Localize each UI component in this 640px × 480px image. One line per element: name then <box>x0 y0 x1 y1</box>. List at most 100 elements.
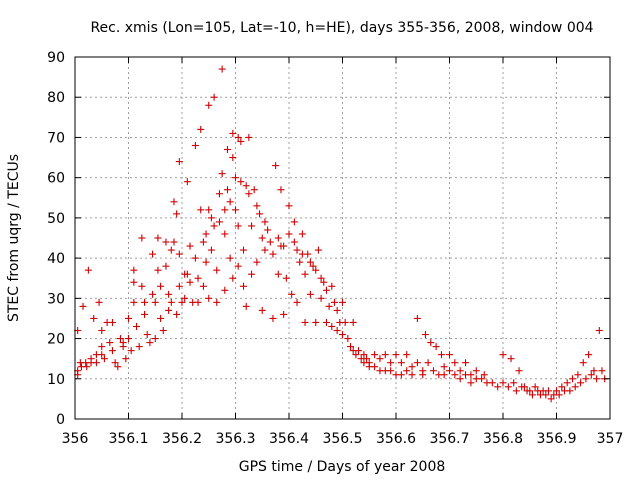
y-tick-label: 0 <box>56 412 65 428</box>
data-point <box>237 178 245 186</box>
data-point <box>141 298 149 306</box>
x-tick-label: 356.7 <box>429 431 469 447</box>
y-tick-label: 80 <box>47 90 65 106</box>
data-point <box>221 230 229 238</box>
data-point <box>256 210 264 218</box>
data-point <box>229 274 237 282</box>
data-point <box>202 230 210 238</box>
chart-title: Rec. xmis (Lon=105, Lat=-10, h=HE), days… <box>90 20 593 36</box>
data-point <box>571 383 579 391</box>
data-point <box>563 379 571 387</box>
data-point <box>341 318 349 326</box>
data-point <box>456 375 464 383</box>
data-point <box>339 298 346 306</box>
data-point <box>429 367 437 375</box>
data-point <box>553 387 560 395</box>
data-point <box>424 359 432 367</box>
data-point <box>202 258 210 266</box>
data-point <box>317 294 325 302</box>
y-tick-label: 20 <box>47 332 65 348</box>
y-tick-label: 70 <box>47 130 65 146</box>
data-point <box>301 318 309 326</box>
data-point <box>352 351 360 359</box>
data-point <box>125 314 132 322</box>
data-point <box>186 278 194 286</box>
data-point <box>285 202 293 210</box>
data-point <box>504 383 512 391</box>
data-point <box>547 395 555 403</box>
data-point <box>135 343 143 351</box>
data-point <box>191 141 199 149</box>
y-tick-label: 40 <box>47 251 65 267</box>
data-point <box>226 198 234 206</box>
data-point <box>277 186 285 194</box>
data-point <box>130 266 138 274</box>
data-point <box>427 339 435 347</box>
data-point <box>149 290 157 298</box>
data-point <box>397 371 405 379</box>
data-point <box>79 302 87 310</box>
data-point <box>226 254 234 262</box>
y-tick-label: 50 <box>47 211 65 227</box>
data-point <box>403 367 411 375</box>
data-point <box>290 238 298 246</box>
data-point <box>387 359 395 367</box>
data-point <box>248 270 256 278</box>
data-point <box>555 391 563 399</box>
y-axis-label: STEC from uqrg / TECUs <box>6 154 22 322</box>
data-point <box>165 306 173 314</box>
data-point <box>387 367 395 375</box>
data-point <box>207 214 215 222</box>
data-point <box>531 383 539 391</box>
grid-lines <box>75 57 610 419</box>
data-point <box>223 146 231 154</box>
data-point <box>392 351 400 359</box>
data-point <box>296 258 304 266</box>
data-points <box>74 65 609 403</box>
data-point <box>440 371 448 379</box>
data-point <box>312 266 320 274</box>
data-point <box>175 250 183 258</box>
data-point <box>149 250 157 258</box>
data-point <box>98 351 106 359</box>
data-point <box>306 258 314 266</box>
data-point <box>558 383 566 391</box>
data-point <box>240 282 248 290</box>
data-point <box>569 375 577 383</box>
data-point <box>111 359 119 367</box>
data-point <box>274 234 282 242</box>
data-point <box>98 327 106 335</box>
data-point <box>253 202 261 210</box>
data-point <box>371 351 379 359</box>
data-point <box>237 137 245 145</box>
data-point <box>317 274 325 282</box>
data-point <box>355 347 363 355</box>
data-point <box>210 93 218 101</box>
x-tick-label: 356.6 <box>376 431 416 447</box>
axis-ticks: 356 356.1 356.2 356.3 356.4 356.5 356.6 356.7 35… <box>47 50 623 447</box>
data-point <box>162 262 170 270</box>
data-point <box>186 242 194 250</box>
data-point <box>472 367 480 375</box>
x-tick-label: 356.9 <box>536 431 576 447</box>
data-point <box>127 347 135 355</box>
data-point <box>261 246 269 254</box>
data-point <box>167 298 175 306</box>
data-point <box>154 266 162 274</box>
data-point <box>258 306 266 314</box>
data-point <box>165 290 173 298</box>
data-point <box>349 318 357 326</box>
data-point <box>250 186 258 194</box>
data-point <box>229 154 237 162</box>
data-point <box>234 222 242 230</box>
data-point <box>587 371 595 379</box>
data-point <box>280 310 288 318</box>
data-point <box>197 206 205 214</box>
data-point <box>90 314 98 322</box>
data-point <box>542 391 550 399</box>
y-tick-label: 30 <box>47 291 65 307</box>
data-point <box>178 298 186 306</box>
data-point <box>122 355 130 363</box>
data-point <box>213 266 221 274</box>
data-point <box>170 198 178 206</box>
